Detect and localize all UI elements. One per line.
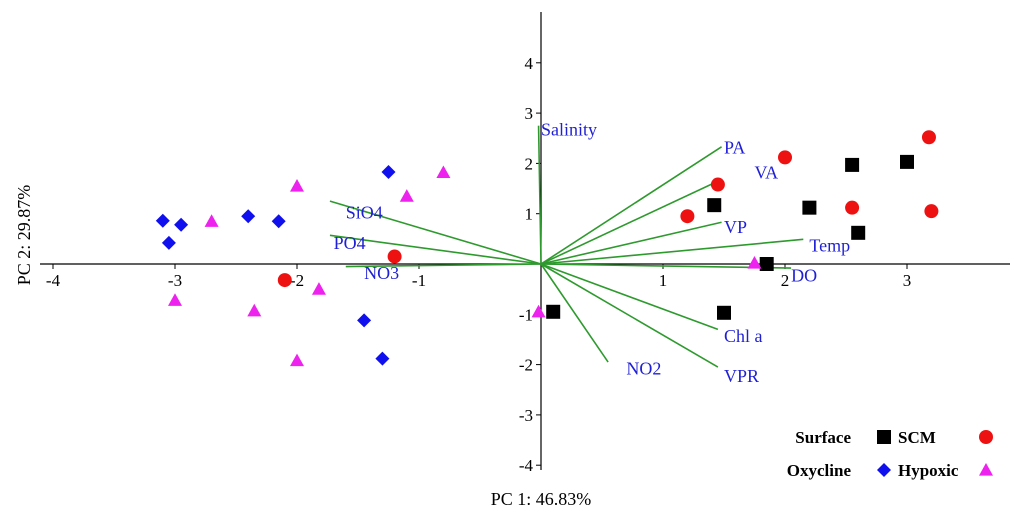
circle-marker — [387, 249, 402, 264]
vector-label: PO4 — [334, 233, 366, 253]
triangle-marker — [290, 179, 304, 192]
vector-va — [540, 178, 722, 265]
y-tick-label: 2 — [525, 154, 534, 173]
circle-marker — [924, 204, 939, 219]
x-tick-label: -2 — [290, 271, 304, 290]
vector-label: PA — [724, 137, 745, 157]
legend-group-label: SCM — [898, 428, 936, 447]
diamond-marker — [357, 313, 372, 328]
triangle-marker — [979, 463, 993, 476]
square-marker — [717, 305, 731, 320]
triangle-marker — [747, 255, 762, 269]
x-axis-title: PC 1: 46.83% — [491, 489, 592, 509]
square-marker — [707, 198, 722, 213]
x-tick-label: -4 — [46, 271, 61, 290]
legend-row-label: Surface — [795, 428, 851, 447]
diamond-marker — [241, 209, 256, 224]
axes: -4 -3 -2 -1 1 2 3 -4 -3 -2 -1 1 2 3 4 — [40, 12, 1010, 475]
vector-pa — [540, 146, 722, 265]
diamond-marker — [155, 213, 170, 228]
triangle-marker — [399, 189, 414, 202]
x-tick-label: 3 — [903, 271, 912, 290]
square-marker — [759, 257, 774, 271]
legend-group-label: Hypoxic — [898, 461, 959, 480]
square-marker — [845, 157, 860, 172]
square-marker — [851, 225, 866, 240]
diamond-marker — [174, 217, 189, 232]
square-marker — [546, 304, 561, 319]
vector-no2 — [540, 263, 609, 363]
x-tick-label: 1 — [659, 271, 668, 290]
axis-ticks: -4 -3 -2 -1 1 2 3 -4 -3 -2 -1 1 2 3 4 — [46, 54, 911, 475]
x-tick-label: -3 — [168, 271, 182, 290]
triangle-marker — [168, 293, 182, 306]
circle-marker — [845, 200, 860, 215]
y-tick-label: -4 — [519, 456, 534, 475]
vector-label: Salinity — [541, 120, 597, 140]
circle-marker — [710, 177, 725, 192]
triangle-marker — [290, 353, 304, 367]
square-marker — [900, 154, 914, 169]
diamond-marker — [381, 164, 396, 179]
y-tick-label: -2 — [519, 356, 533, 375]
y-tick-label: 4 — [525, 54, 534, 73]
vector-sio4 — [329, 200, 542, 265]
vector-po4 — [329, 234, 542, 265]
legend-row-label: Oxycline — [787, 461, 852, 480]
vector-salinity — [537, 125, 542, 265]
diamond-marker — [375, 351, 390, 366]
y-axis-title: PC 2: 29.87% — [14, 185, 34, 286]
y-tick-label: -1 — [519, 305, 533, 324]
vector-vpr — [540, 263, 719, 368]
vector-label: VA — [755, 162, 779, 182]
vector-label: VPR — [724, 366, 759, 386]
vector-label: VP — [724, 217, 747, 237]
triangle-marker — [531, 304, 546, 318]
x-tick-label: -1 — [412, 271, 426, 290]
diamond-marker — [161, 235, 176, 250]
diamond-marker — [877, 463, 891, 477]
vector-label: NO3 — [364, 263, 399, 283]
loading-vectors: Salinity PA VA VP Temp DO Chl a VPR NO2 SiO4 PO4 NO… — [329, 120, 850, 386]
triangle-marker — [436, 165, 451, 179]
legend: Surface SCM Oxycline Hypoxic — [787, 428, 993, 480]
circle-marker — [921, 130, 936, 145]
vector-label: NO2 — [626, 359, 661, 379]
square-marker — [802, 200, 817, 215]
y-tick-label: 3 — [525, 104, 534, 123]
y-tick-label: -3 — [519, 406, 533, 425]
vector-label: SiO4 — [346, 203, 383, 223]
circle-marker — [979, 430, 993, 444]
circle-marker — [277, 273, 292, 288]
vector-no3 — [345, 263, 542, 268]
vector-vp — [540, 221, 722, 265]
triangle-marker — [204, 214, 219, 227]
triangle-marker — [311, 282, 326, 295]
vector-label: Chl a — [724, 326, 763, 346]
vector-temp — [540, 238, 804, 265]
diamond-marker — [271, 214, 286, 229]
x-tick-label: 2 — [781, 271, 790, 290]
square-marker — [877, 430, 891, 444]
circle-marker — [680, 209, 695, 224]
vector-label: Temp — [809, 235, 850, 255]
y-tick-label: 1 — [525, 205, 534, 224]
sample-points — [155, 130, 939, 367]
vector-label: DO — [791, 266, 817, 286]
vector-chl-a — [540, 263, 719, 331]
triangle-marker — [247, 303, 262, 317]
circle-marker — [778, 150, 792, 165]
